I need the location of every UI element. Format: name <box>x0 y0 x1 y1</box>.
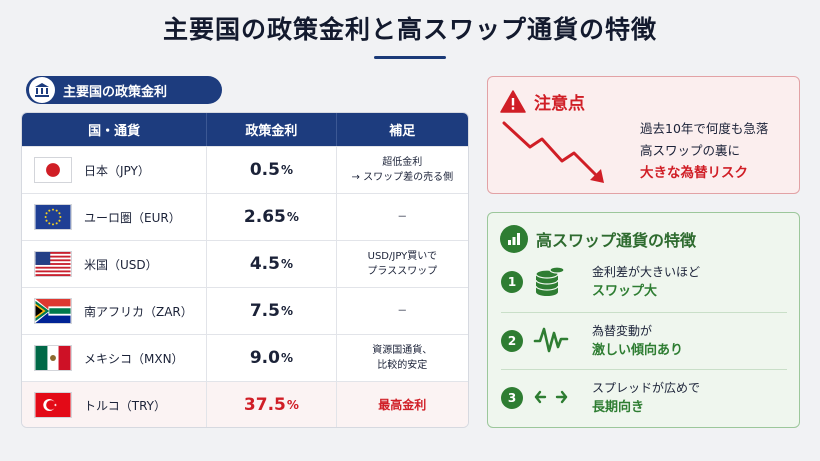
header-country: 国・通貨 <box>22 113 208 146</box>
feature-item: 3 スプレッドが広めで 長期向き <box>488 374 799 422</box>
note-line: USD/JPY買いで <box>367 251 437 262</box>
table-section-label: 主要国の政策金利 <box>26 76 222 104</box>
table-row: 南アフリカ（ZAR） 7.5% － <box>22 287 468 334</box>
table-section-title: 主要国の政策金利 <box>63 84 168 100</box>
note-line: － <box>397 211 408 223</box>
feature-item: 2 為替変動が 激しい傾向あり <box>488 317 799 365</box>
feature-line: 金利差が大きいほど <box>592 265 701 279</box>
note-line: 最高金利 <box>378 397 427 412</box>
table-row: トルコ（TRY） 37.5% 最高金利 <box>22 381 468 427</box>
flag-eu-icon <box>34 204 72 230</box>
volatility-icon <box>533 327 569 353</box>
country-name: トルコ（TRY） <box>84 398 166 413</box>
note-line: → スワップ差の売る側 <box>351 172 454 183</box>
table-header: 国・通貨 政策金利 補足 <box>22 113 468 146</box>
rate-unit: % <box>286 210 299 224</box>
divider <box>501 312 787 313</box>
feature-line: 為替変動が <box>592 324 653 338</box>
caution-line: 過去10年で何度も急落 <box>640 121 769 136</box>
note-line: － <box>397 305 408 317</box>
note-line: 超低金利 <box>382 157 423 168</box>
country-name: 米国（USD） <box>84 257 158 272</box>
rate-value: 4.5 <box>249 254 280 274</box>
bank-icon <box>29 77 55 103</box>
caution-box: 注意点 過去10年で何度も急落 高スワップの裏に 大きな為替リスク <box>487 76 800 194</box>
table-row: 日本（JPY） 0.5% 超低金利 → スワップ差の売る側 <box>22 146 468 193</box>
feature-emphasis: 長期向き <box>592 400 645 415</box>
table-row: 米国（USD） 4.5% USD/JPY買いで プラススワップ <box>22 240 468 287</box>
feature-number: 2 <box>501 330 523 352</box>
note-line: 比較的安定 <box>377 360 428 371</box>
feature-number: 3 <box>501 387 523 409</box>
divider <box>501 369 787 370</box>
header-note: 補足 <box>389 124 416 139</box>
rate-unit: % <box>286 398 299 412</box>
note-line: プラススワップ <box>367 266 438 277</box>
rate-unit: % <box>280 163 293 177</box>
flag-mexico-icon <box>34 345 72 371</box>
rate-value: 9.0 <box>249 348 280 368</box>
rate-value: 37.5 <box>243 395 286 415</box>
flag-south-africa-icon <box>34 298 72 324</box>
country-name: 日本（JPY） <box>84 163 150 178</box>
flag-japan-icon <box>34 157 72 183</box>
page-title: 主要国の政策金利と高スワップ通貨の特徴 <box>162 15 657 44</box>
rate-unit: % <box>280 351 293 365</box>
feature-line: スプレッドが広めで <box>592 381 701 395</box>
country-name: ユーロ圏（EUR） <box>84 210 181 225</box>
flag-usa-icon <box>34 251 72 277</box>
rate-value: 2.65 <box>243 207 286 227</box>
country-name: メキシコ（MXN） <box>84 351 184 366</box>
policy-rate-table: 国・通貨 政策金利 補足 日本（JPY） 0.5% 超低金利 → スワップ差の売る… <box>21 112 469 428</box>
coin-stack-icon <box>535 266 565 296</box>
table-row: メキシコ（MXN） 9.0% 資源国通貨、 比較的安定 <box>22 334 468 381</box>
feature-emphasis: スワップ大 <box>592 284 658 299</box>
caution-emphasis: 大きな為替リスク <box>640 165 748 181</box>
caution-line: 高スワップの裏に <box>640 143 741 158</box>
title-underline <box>374 56 446 59</box>
rate-unit: % <box>280 257 293 271</box>
note-line: 資源国通貨、 <box>372 345 433 356</box>
flag-turkey-icon <box>34 392 72 418</box>
warning-icon <box>500 90 526 113</box>
rate-value: 7.5 <box>249 301 280 321</box>
table-row: ユーロ圏（EUR） 2.65% － <box>22 193 468 240</box>
country-name: 南アフリカ（ZAR） <box>84 304 193 319</box>
spread-arrows-icon <box>534 390 568 404</box>
downtrend-arrow-icon <box>502 121 604 183</box>
feature-number: 1 <box>501 271 523 293</box>
features-box: 高スワップ通貨の特徴 1 金利差が大きいほど スワップ大 2 <box>487 212 800 428</box>
rate-unit: % <box>280 304 293 318</box>
bar-chart-icon <box>500 225 528 253</box>
header-rate: 政策金利 <box>207 113 337 146</box>
caution-title: 注意点 <box>534 94 585 114</box>
rate-value: 0.5 <box>249 160 280 180</box>
feature-item: 1 金利差が大きいほど スワップ大 <box>488 258 799 306</box>
feature-emphasis: 激しい傾向あり <box>592 343 684 358</box>
features-title: 高スワップ通貨の特徴 <box>536 231 697 250</box>
